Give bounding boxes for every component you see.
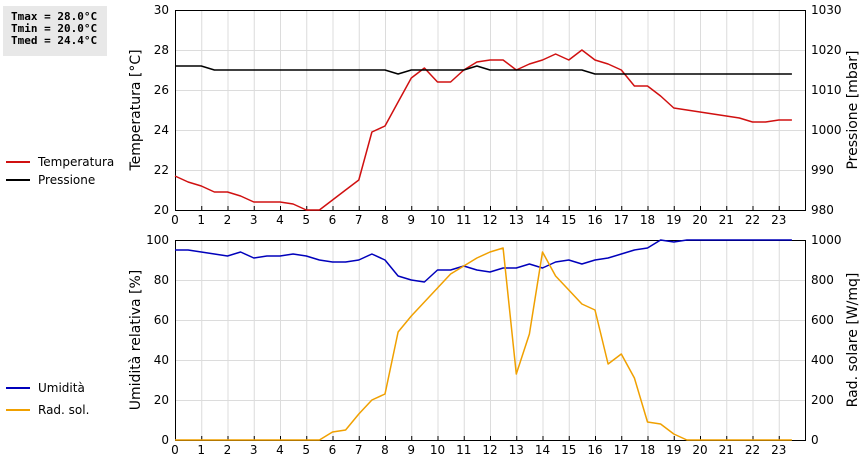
y-left-tick-label: 30 xyxy=(154,3,169,17)
x-tick-label: 3 xyxy=(250,213,258,227)
x-tick-label: 21 xyxy=(719,213,734,227)
x-tick-label: 5 xyxy=(302,443,310,457)
x-tick-label: 16 xyxy=(587,213,602,227)
y-left-tick-label: 100 xyxy=(146,233,169,247)
x-tick-label: 13 xyxy=(509,213,524,227)
x-tick-label: 23 xyxy=(771,443,786,457)
x-tick-label: 1 xyxy=(197,443,205,457)
x-tick-label: 13 xyxy=(509,443,524,457)
x-tick-label: 15 xyxy=(561,443,576,457)
stats-tmin: Tmin = 20.0°C xyxy=(11,22,98,35)
plot-frame xyxy=(175,10,806,211)
x-tick-label: 23 xyxy=(771,213,786,227)
chart-panel-1: 0 1 2 3 4 5 6 7 8 9 10 11 12 13 14 15 16 17 18 19 20 21 22 2320… xyxy=(6,3,860,227)
x-tick-label: 2 xyxy=(224,213,232,227)
x-tick-label: 17 xyxy=(614,213,629,227)
y-left-tick-label: 28 xyxy=(154,43,169,57)
x-tick-label: 20 xyxy=(692,213,707,227)
y-left-tick-label: 20 xyxy=(154,203,169,217)
series-line-pressione xyxy=(175,65,792,75)
y-left-tick-label: 24 xyxy=(154,123,169,137)
stats-tmed: Tmed = 24.4°C xyxy=(11,34,98,47)
y-right-tick-label: 1000 xyxy=(811,123,842,137)
y-right-tick-label: 990 xyxy=(811,163,834,177)
y-left-tick-label: 0 xyxy=(161,433,169,447)
grid xyxy=(175,10,805,210)
x-tick-label: 8 xyxy=(381,443,389,457)
x-tick-label: 10 xyxy=(430,213,445,227)
x-tick-label: 7 xyxy=(355,443,363,457)
x-tick-label: 8 xyxy=(381,213,389,227)
x-tick-label: 12 xyxy=(482,443,497,457)
x-tick-label: 7 xyxy=(355,213,363,227)
stats-box: Tmax = 28.0°C Tmin = 20.0°C Tmed = 24.4°… xyxy=(3,6,107,56)
x-tick-label: 21 xyxy=(719,443,734,457)
x-tick-label: 6 xyxy=(329,443,337,457)
legend-label: Pressione xyxy=(38,173,95,187)
y-right-tick-label: 200 xyxy=(811,393,834,407)
x-tick-label: 5 xyxy=(302,213,310,227)
x-tick-label: 15 xyxy=(561,213,576,227)
x-tick-label: 16 xyxy=(587,443,602,457)
x-tick-label: 22 xyxy=(745,213,760,227)
chart-panel-2: 0 1 2 3 4 5 6 7 8 9 10 11 12 13 14 15 16 17 18 19 20 21 22 2302… xyxy=(6,233,860,457)
y-right-tick-label: 600 xyxy=(811,313,834,327)
y-left-tick-label: 20 xyxy=(154,393,169,407)
x-tick-label: 12 xyxy=(482,213,497,227)
x-tick-label: 4 xyxy=(276,213,284,227)
y-right-tick-label: 800 xyxy=(811,273,834,287)
x-tick-label: 0 xyxy=(171,443,179,457)
x-tick-label: 20 xyxy=(692,443,707,457)
y-left-tick-label: 80 xyxy=(154,273,169,287)
stats-tmax: Tmax = 28.0°C xyxy=(11,10,98,23)
x-tick-label: 0 xyxy=(171,213,179,227)
x-tick-label: 4 xyxy=(276,443,284,457)
y-left-tick-label: 22 xyxy=(154,163,169,177)
y-left-tick-label: 26 xyxy=(154,83,169,97)
x-tick-label: 14 xyxy=(535,443,550,457)
x-tick-label: 11 xyxy=(456,213,471,227)
x-tick-label: 6 xyxy=(329,213,337,227)
x-tick-label: 1 xyxy=(197,213,205,227)
x-tick-label: 18 xyxy=(640,213,655,227)
y-right-tick-label: 1000 xyxy=(811,233,842,247)
y-left-tick-label: 60 xyxy=(154,313,169,327)
y-right-tick-label: 980 xyxy=(811,203,834,217)
y-right-tick-label: 1020 xyxy=(811,43,842,57)
y-right-tick-label: 1030 xyxy=(811,3,842,17)
x-tick-label: 11 xyxy=(456,443,471,457)
series-line-temperatura xyxy=(174,49,792,211)
series-line-rad-sol xyxy=(175,247,792,441)
x-tick-label: 19 xyxy=(666,443,681,457)
y-right-tick-label: 400 xyxy=(811,353,834,367)
series-line-umidit xyxy=(175,239,792,283)
x-tick-label: 10 xyxy=(430,443,445,457)
x-tick-label: 9 xyxy=(407,213,415,227)
legend-label: Rad. sol. xyxy=(38,403,89,417)
y-right-axis-title: Pressione [mbar] xyxy=(845,50,860,169)
y-left-axis-title: Temperatura [°C] xyxy=(128,49,144,171)
x-tick-label: 2 xyxy=(224,443,232,457)
legend-label: Umidità xyxy=(38,381,85,395)
x-tick-label: 22 xyxy=(745,443,760,457)
x-tick-label: 3 xyxy=(250,443,258,457)
x-tick-label: 9 xyxy=(407,443,415,457)
legend-label: Temperatura xyxy=(37,155,114,169)
y-left-tick-label: 40 xyxy=(154,353,169,367)
y-right-tick-label: 1010 xyxy=(811,83,842,97)
x-tick-label: 18 xyxy=(640,443,655,457)
plot-frame xyxy=(175,240,806,441)
x-tick-label: 14 xyxy=(535,213,550,227)
y-right-tick-label: 0 xyxy=(811,433,819,447)
y-left-axis-title: Umidità relativa [%] xyxy=(128,270,144,411)
y-right-axis-title: Rad. solare [W/mq] xyxy=(845,273,860,408)
x-tick-label: 17 xyxy=(614,443,629,457)
grid xyxy=(175,240,805,440)
x-tick-label: 19 xyxy=(666,213,681,227)
